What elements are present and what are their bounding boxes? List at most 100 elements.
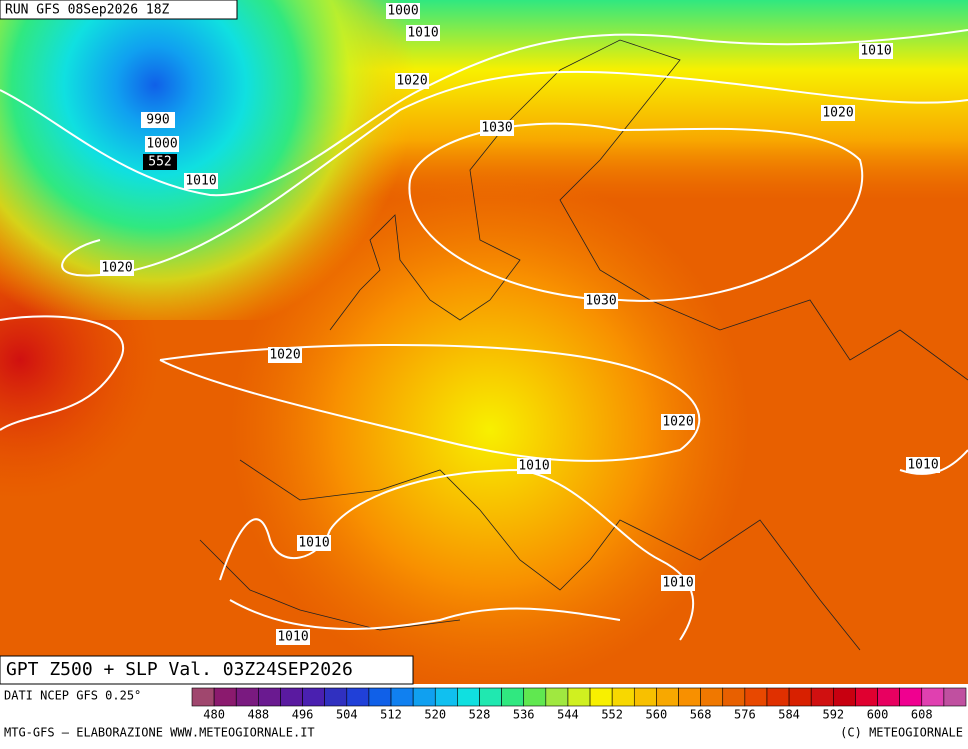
label-text: 1010: [860, 44, 891, 59]
label-text: 1010: [662, 576, 693, 591]
label-bg: [141, 112, 175, 128]
label-bg: [395, 73, 429, 89]
color-swatch: [501, 687, 525, 707]
label-text: 1010: [298, 536, 329, 551]
color-swatch: [324, 687, 348, 707]
color-swatch: [280, 687, 303, 707]
colorbar-tick: 576: [734, 708, 756, 722]
run-label: RUN GFS 08Sep2026 18Z: [5, 3, 170, 18]
color-swatch: [611, 687, 635, 707]
label-bg: [906, 457, 940, 473]
label-bg: [276, 629, 310, 645]
label-bg: [517, 458, 551, 474]
label-text: 1020: [396, 74, 427, 89]
contour-label: 1030: [584, 293, 618, 309]
footer: GPT Z500 + SLP Val. 03Z24SEP2026 DATI NC…: [0, 655, 963, 740]
colorbar-tick: 552: [601, 708, 623, 722]
color-swatch: [346, 687, 370, 707]
color-swatch: [390, 687, 414, 707]
label-text: 1010: [277, 630, 308, 645]
color-swatch: [567, 687, 591, 707]
colorbar-tick: 544: [557, 708, 579, 722]
label-text: 1010: [407, 26, 438, 41]
label-bg: [184, 173, 218, 189]
label-bg: [100, 260, 134, 276]
label-text: 1030: [585, 294, 616, 309]
colorbar-tick: 480: [203, 708, 225, 722]
label-text: 1000: [146, 137, 177, 152]
colorbar-tick: 592: [822, 708, 844, 722]
contour-label: 1020: [100, 260, 134, 276]
color-swatch: [545, 687, 569, 707]
colorbar-tick: 560: [646, 708, 668, 722]
label-bg: [661, 575, 695, 591]
color-swatch: [921, 687, 945, 707]
colorbar-tick: 488: [247, 708, 269, 722]
colorbar-tick: 528: [469, 708, 491, 722]
label-bg: [480, 120, 514, 136]
color-swatch: [457, 687, 480, 707]
colorbar-tick: 496: [292, 708, 314, 722]
contour-label: 1010: [906, 457, 940, 473]
color-swatch: [302, 687, 325, 707]
color-swatch: [877, 687, 900, 707]
label-bg: [145, 136, 179, 152]
color-swatch: [678, 687, 701, 707]
label-bg: [143, 154, 177, 170]
color-swatch: [434, 687, 458, 707]
colorbar: 480 488 496 504 512 520 528 536 544 552 560 568 576 5…: [191, 687, 967, 722]
label-bg: [268, 347, 302, 363]
contour-label: 552: [143, 154, 177, 170]
label-bg: [584, 293, 618, 309]
contour-label: 1020: [268, 347, 302, 363]
colorbar-tick: 512: [380, 708, 402, 722]
color-swatch: [833, 687, 856, 707]
label-bg: [859, 43, 893, 59]
contour-label: 1000: [386, 3, 420, 19]
contour-label: 1020: [661, 414, 695, 430]
label-text: 1000: [387, 4, 418, 19]
label-bg: [386, 3, 420, 19]
label-bg: [821, 105, 855, 121]
contour-label: 1020: [821, 105, 855, 121]
color-swatch: [191, 687, 215, 707]
colorbar-tick: 536: [513, 708, 535, 722]
color-swatch: [943, 687, 967, 707]
header: RUN GFS 08Sep2026 18Z: [0, 0, 238, 20]
color-swatch: [788, 687, 812, 707]
colorbar-tick: 504: [336, 708, 358, 722]
contour-label: 1010: [184, 173, 218, 189]
map-title: GPT Z500 + SLP Val. 03Z24SEP2026: [6, 659, 353, 680]
color-swatch: [766, 687, 790, 707]
label-text: 1020: [662, 415, 693, 430]
label-text: 990: [146, 113, 169, 128]
label-text: 1010: [185, 174, 216, 189]
color-swatch: [700, 687, 724, 707]
color-swatch: [213, 687, 237, 707]
label-text: 552: [148, 155, 171, 170]
contour-label: 1010: [517, 458, 551, 474]
colorbar-tick: 584: [778, 708, 800, 722]
label-text: 1010: [907, 458, 938, 473]
color-swatch: [744, 687, 768, 707]
contour-label: 1010: [297, 535, 331, 551]
contour-label: 1010: [859, 43, 893, 59]
label-text: 1010: [518, 459, 549, 474]
color-swatch: [855, 687, 878, 707]
color-swatch: [722, 687, 746, 707]
colorbar-tick: 600: [867, 708, 889, 722]
label-text: 1020: [822, 106, 853, 121]
contour-label: 1020: [395, 73, 429, 89]
color-swatch: [258, 687, 281, 707]
color-swatch: [523, 687, 547, 707]
map: [0, 0, 968, 684]
label-text: 1030: [481, 121, 512, 136]
contour-label: 1010: [661, 575, 695, 591]
credit: MTG-GFS — ELABORAZIONE WWW.METEOGIORNALE…: [4, 726, 315, 740]
colorbar-tick: 608: [911, 708, 933, 722]
color-swatch: [810, 687, 834, 707]
label-text: 1020: [269, 348, 300, 363]
contour-label: 1030: [480, 120, 514, 136]
colorbar-tick: 568: [690, 708, 712, 722]
